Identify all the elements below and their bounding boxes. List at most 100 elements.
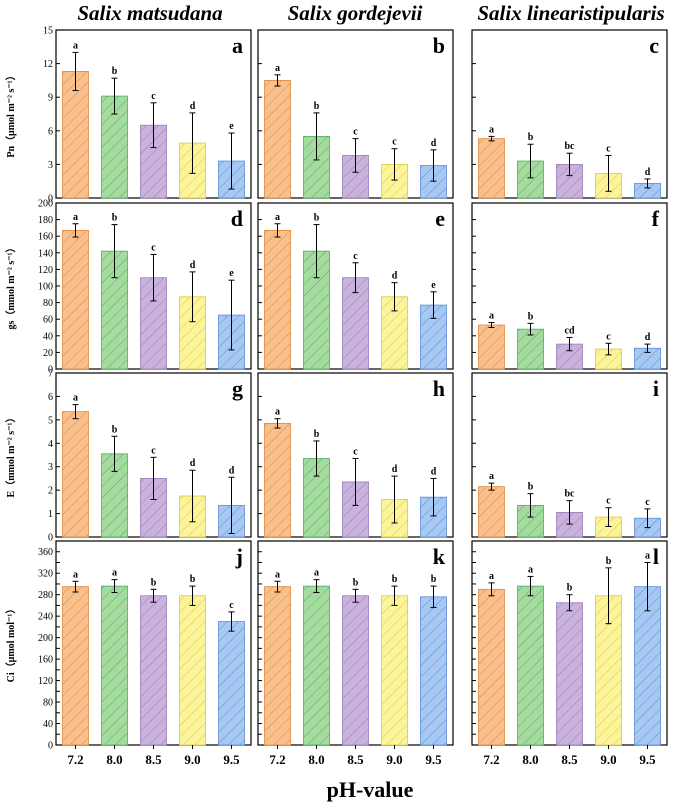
significance-label: a bbox=[275, 212, 280, 223]
bar bbox=[634, 586, 661, 746]
y-tick-label: 120 bbox=[38, 676, 53, 687]
significance-label: a bbox=[489, 124, 494, 135]
significance-label: a bbox=[112, 568, 117, 579]
significance-label: d bbox=[392, 464, 398, 475]
y-tick-label: 4 bbox=[48, 439, 53, 450]
significance-label: b bbox=[112, 213, 118, 224]
bar bbox=[140, 595, 167, 746]
significance-label: c bbox=[151, 445, 156, 456]
significance-label: d bbox=[190, 260, 196, 271]
panel-letter: c bbox=[649, 33, 659, 58]
significance-label: d bbox=[431, 466, 437, 477]
significance-label: a bbox=[314, 568, 319, 579]
y-tick-label: 160 bbox=[38, 655, 53, 666]
y-axis-label: Ci（μmol mol⁻¹） bbox=[4, 604, 17, 683]
significance-label: d bbox=[392, 271, 398, 282]
bar bbox=[62, 229, 89, 370]
x-tick-label: 8.0 bbox=[522, 752, 538, 767]
significance-label: a bbox=[489, 471, 494, 482]
y-tick-label: 320 bbox=[38, 569, 53, 580]
significance-label: b bbox=[314, 213, 320, 224]
significance-label: a bbox=[489, 311, 494, 322]
y-axis-label: gs（mmol m⁻² s⁻¹） bbox=[4, 242, 17, 329]
significance-label: c bbox=[353, 251, 358, 262]
y-tick-label: 0 bbox=[48, 194, 53, 205]
y-tick-label: 40 bbox=[43, 719, 53, 730]
y-tick-label: 9 bbox=[48, 93, 53, 104]
y-tick-label: 140 bbox=[38, 248, 53, 259]
panel-d: 0 20 40 60 80 100 120 140 160 180 200 a b c d e d bbox=[38, 199, 252, 376]
significance-label: b bbox=[353, 577, 359, 588]
significance-label: cd bbox=[565, 325, 575, 336]
significance-label: c bbox=[229, 600, 234, 611]
significance-label: d bbox=[645, 167, 651, 178]
y-tick-label: 160 bbox=[38, 232, 53, 243]
significance-label: c bbox=[645, 497, 650, 508]
y-tick-label: 3 bbox=[48, 160, 53, 171]
significance-label: a bbox=[489, 571, 494, 582]
significance-label: c bbox=[606, 143, 611, 154]
y-axis-label: E（mmol m⁻² s⁻¹） bbox=[4, 413, 17, 498]
significance-label: a bbox=[73, 40, 78, 51]
significance-label: d bbox=[190, 458, 196, 469]
panel-letter: d bbox=[231, 206, 243, 231]
y-tick-label: 240 bbox=[38, 612, 53, 623]
y-tick-label: 0 bbox=[48, 365, 53, 376]
panel-letter: k bbox=[433, 544, 446, 569]
x-tick-label: 9.0 bbox=[386, 752, 402, 767]
y-tick-label: 2 bbox=[48, 486, 53, 497]
significance-label: a bbox=[73, 212, 78, 223]
significance-label: c bbox=[353, 447, 358, 458]
y-tick-label: 120 bbox=[38, 265, 53, 276]
significance-label: a bbox=[73, 569, 78, 580]
x-tick-label: 9.5 bbox=[223, 752, 240, 767]
bar bbox=[140, 277, 167, 370]
y-tick-label: 5 bbox=[48, 415, 53, 426]
bar bbox=[303, 585, 330, 746]
bar bbox=[264, 80, 291, 199]
x-tick-label: 7.2 bbox=[483, 752, 499, 767]
column-title-2: Salix gordejevii bbox=[288, 1, 423, 25]
x-tick-label: 8.0 bbox=[106, 752, 122, 767]
significance-label: d bbox=[431, 138, 437, 149]
y-tick-label: 200 bbox=[38, 633, 53, 644]
significance-label: a bbox=[528, 564, 533, 575]
significance-label: d bbox=[229, 465, 235, 476]
significance-label: b bbox=[112, 66, 118, 77]
y-tick-label: 20 bbox=[43, 348, 53, 359]
panel-letter: g bbox=[232, 376, 243, 401]
significance-label: b bbox=[112, 424, 118, 435]
significance-label: b bbox=[314, 101, 320, 112]
bar bbox=[381, 163, 408, 199]
bar bbox=[478, 324, 505, 370]
y-axis-label: Pn（μmol m⁻² s⁻¹） bbox=[4, 70, 17, 157]
x-tick-label: 8.5 bbox=[347, 752, 364, 767]
y-tick-label: 15 bbox=[43, 26, 53, 37]
significance-label: b bbox=[392, 574, 398, 585]
y-tick-label: 3 bbox=[48, 462, 53, 473]
bar bbox=[381, 595, 408, 746]
y-tick-label: 200 bbox=[38, 199, 53, 210]
significance-label: b bbox=[528, 482, 534, 493]
significance-label: e bbox=[229, 268, 234, 279]
significance-label: e bbox=[229, 121, 234, 132]
y-tick-label: 0 bbox=[48, 741, 53, 752]
significance-label: bc bbox=[565, 489, 576, 500]
significance-label: bc bbox=[565, 141, 576, 152]
bar bbox=[478, 486, 505, 538]
y-tick-label: 100 bbox=[38, 282, 53, 293]
significance-label: b bbox=[567, 583, 573, 594]
panel-letter: e bbox=[435, 206, 445, 231]
significance-label: c bbox=[353, 127, 358, 138]
x-tick-label: 8.5 bbox=[145, 752, 162, 767]
bar bbox=[62, 411, 89, 538]
significance-label: b bbox=[151, 577, 157, 588]
panel-j: 0 40 80 120 160 200 240 280 320 360 a 7.2 a 8.0 b 8.5 b 9… bbox=[38, 540, 252, 767]
bar bbox=[101, 585, 128, 746]
column-title-3: Salix linearistipularis bbox=[477, 1, 664, 25]
y-tick-label: 360 bbox=[38, 547, 53, 558]
x-tick-label: 9.5 bbox=[639, 752, 656, 767]
significance-label: a bbox=[275, 407, 280, 418]
significance-label: b bbox=[190, 574, 196, 585]
